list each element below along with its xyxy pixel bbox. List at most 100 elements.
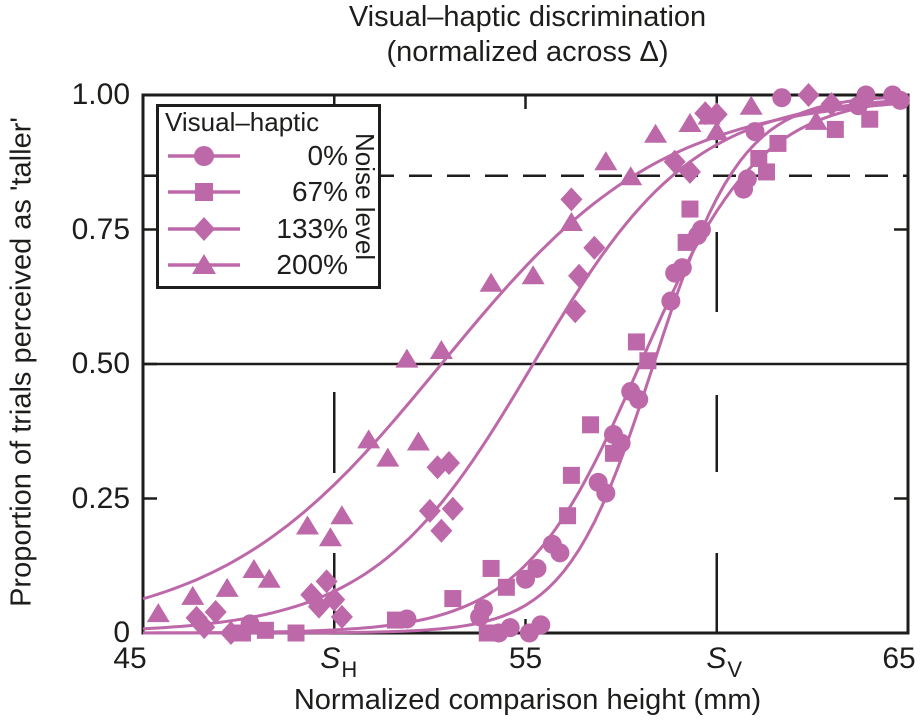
data-point-200-triangle <box>644 123 668 143</box>
legend-noise-level-label: Noise level <box>350 132 380 261</box>
legend-header: Visual–haptic <box>165 107 320 137</box>
data-point-200-triangle <box>479 272 503 292</box>
legend-item-67: 67% <box>165 174 350 210</box>
data-point-133-diamond <box>438 450 460 475</box>
y-tick-label-1.00: 1.00 <box>71 78 130 111</box>
data-point-0-circle <box>856 85 876 105</box>
y-tick-label-0.50: 0.50 <box>71 347 130 380</box>
data-point-133-diamond <box>418 498 441 523</box>
legend-item-label: 0% <box>307 140 348 172</box>
legend-item-label: 133% <box>276 212 348 244</box>
data-point-200-triangle <box>697 105 721 125</box>
data-point-67-square <box>639 352 657 370</box>
data-point-200-triangle <box>739 95 763 115</box>
data-point-133-diamond <box>219 621 242 645</box>
data-point-200-triangle <box>594 151 618 171</box>
data-point-133-diamond <box>820 92 843 117</box>
data-point-0-circle <box>661 291 681 311</box>
data-point-133-diamond <box>430 518 453 543</box>
data-point-200-triangle <box>619 166 643 186</box>
triangle-marker-icon <box>168 253 240 274</box>
data-point-133-diamond <box>583 235 606 260</box>
data-point-67-square <box>627 333 645 351</box>
data-point-67-square <box>559 507 577 525</box>
data-point-67-square <box>750 149 768 167</box>
data-point-0-circle <box>527 558 547 578</box>
data-point-200-triangle <box>330 505 354 525</box>
data-point-0-circle <box>890 90 910 110</box>
x-tick-label-60: SV <box>706 642 743 682</box>
data-point-0-circle <box>629 390 649 410</box>
data-point-200-triangle <box>376 447 400 467</box>
data-point-200-triangle <box>215 577 239 597</box>
data-point-67-square <box>677 233 695 251</box>
diamond-marker-icon <box>168 216 240 241</box>
data-point-200-triangle <box>146 603 170 623</box>
legend-rows: 0% 67% 133% 200% <box>165 138 350 283</box>
legend: Visual–haptic 0% 67% 133% 200% Noise level <box>156 104 381 289</box>
y-tick-label-0: 0 <box>113 616 130 649</box>
data-point-200-triangle <box>357 429 381 449</box>
data-point-67-square <box>826 120 844 138</box>
legend-item-133: 133% <box>165 211 350 247</box>
data-point-133-diamond <box>564 299 587 324</box>
data-point-133-diamond <box>797 83 820 107</box>
legend-main: Visual–haptic 0% 67% 133% 200% <box>159 107 350 286</box>
data-point-67-square <box>386 611 404 629</box>
square-marker-icon <box>168 183 240 202</box>
data-point-200-triangle <box>406 431 430 451</box>
data-point-200-triangle <box>257 568 281 588</box>
data-point-200-triangle <box>295 515 319 535</box>
data-point-200-triangle <box>804 110 828 130</box>
data-point-0-circle <box>550 543 570 563</box>
data-point-200-triangle <box>559 212 583 232</box>
y-tick-label-0.25: 0.25 <box>71 481 130 515</box>
legend-item-label: 67% <box>291 176 348 208</box>
x-axis-title: Normalized comparison height (mm) <box>293 684 762 716</box>
data-point-67-square <box>287 624 305 642</box>
data-point-67-square <box>233 624 251 642</box>
data-point-67-square <box>444 590 462 608</box>
data-point-0-circle <box>500 618 520 638</box>
data-point-67-square <box>582 416 600 434</box>
data-point-133-diamond <box>330 604 353 629</box>
data-point-200-triangle <box>318 527 342 547</box>
data-point-133-diamond <box>204 600 227 625</box>
data-point-200-triangle <box>705 121 729 141</box>
data-point-67-square <box>482 559 500 577</box>
data-point-133-diamond <box>663 149 686 174</box>
data-point-133-diamond <box>678 159 701 184</box>
x-tick-label-65: 65 <box>882 642 916 675</box>
data-point-0-circle <box>473 599 493 619</box>
x-tick-label-45: 45 <box>113 642 147 675</box>
data-point-0-circle <box>772 88 792 108</box>
data-point-67-square <box>478 624 496 642</box>
circle-marker-icon <box>168 146 240 167</box>
legend-item-label: 200% <box>276 248 348 280</box>
data-point-200-triangle <box>521 265 545 285</box>
legend-item-0: 0% <box>165 138 350 174</box>
chart-title: Visual–haptic discrimination (normalized… <box>145 0 910 70</box>
data-point-133-diamond <box>441 496 464 521</box>
data-point-200-triangle <box>678 113 702 133</box>
data-point-133-diamond <box>560 187 583 212</box>
data-point-0-circle <box>691 220 711 239</box>
data-point-200-triangle <box>242 559 266 579</box>
chart-title-line2: (normalized across Δ) <box>386 36 669 68</box>
data-point-0-circle <box>531 615 551 635</box>
x-tick-label-50: SH <box>320 642 358 682</box>
data-point-0-circle <box>737 169 757 189</box>
data-point-133-diamond <box>315 569 338 594</box>
data-point-133-diamond <box>323 587 346 612</box>
data-point-0-circle <box>745 122 765 142</box>
data-point-133-diamond <box>193 615 216 640</box>
y-tick-label-0.75: 0.75 <box>71 212 130 246</box>
data-point-67-square <box>562 466 580 484</box>
data-point-67-square <box>497 578 515 596</box>
data-point-67-square <box>769 134 787 152</box>
data-point-0-circle <box>672 258 692 278</box>
data-point-67-square <box>604 444 622 462</box>
data-point-200-triangle <box>395 348 419 368</box>
data-point-67-square <box>757 163 775 181</box>
